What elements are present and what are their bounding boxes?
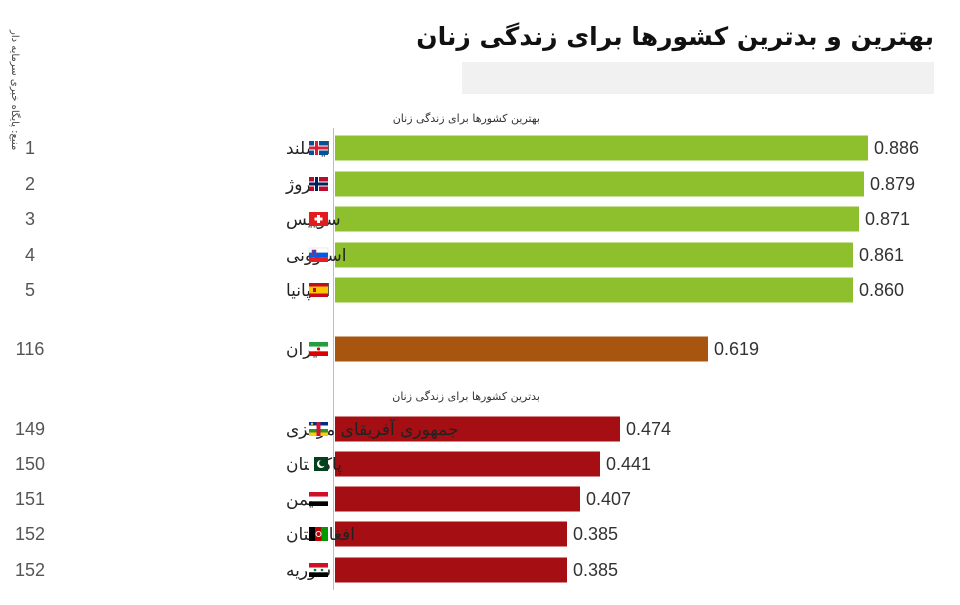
bar-car[interactable] bbox=[335, 416, 620, 442]
bar-switzerland[interactable] bbox=[335, 206, 859, 232]
bar-iceland[interactable] bbox=[335, 135, 868, 161]
country-label: جمهوری آفریقای مرکزی bbox=[286, 418, 459, 440]
chart-row-slovenia: 4اسلوونی0.861 bbox=[25, 242, 904, 268]
value-label: 0.474 bbox=[626, 419, 671, 439]
chart-row-iceland: 1 ایسلند 0.886 bbox=[25, 135, 919, 161]
switzerland-flag-icon bbox=[309, 212, 328, 226]
value-label: 0.407 bbox=[586, 489, 631, 509]
afghanistan-flag-icon bbox=[309, 527, 328, 541]
chart-row-yemen: 151 یمن 0.407 bbox=[15, 486, 631, 512]
iceland-flag-icon bbox=[309, 141, 328, 155]
rank-label: 2 bbox=[25, 174, 35, 194]
chart-row-spain: 5 اسپانیا 0.860 bbox=[25, 277, 904, 303]
slovenia-flag-icon bbox=[308, 247, 329, 262]
worst-section-label: بدترین کشورها برای زندگی زنان bbox=[392, 390, 540, 403]
chart-row-pakistan: 150پاکستان0.441 bbox=[15, 451, 651, 477]
bar-yemen[interactable] bbox=[335, 486, 580, 512]
rank-label: 152 bbox=[15, 524, 45, 544]
chart-row-iran: 116 ایران 0.619 bbox=[16, 336, 759, 362]
rank-label: 152 bbox=[15, 560, 45, 580]
chart-row-syria: 152 سوریه 0.385 bbox=[15, 557, 618, 583]
rank-label: 116 bbox=[16, 339, 45, 359]
value-label: 0.860 bbox=[859, 280, 904, 300]
bar-norway[interactable] bbox=[335, 171, 864, 197]
value-label: 0.385 bbox=[573, 560, 618, 580]
best-section-label: بهترین کشورها برای زندگی زنان bbox=[392, 112, 540, 125]
iran-flag-icon bbox=[309, 342, 328, 356]
value-label: 0.871 bbox=[865, 209, 910, 229]
source-credit: منبع: پایگاه خبری سرمایه دار bbox=[9, 29, 20, 150]
value-label: 0.879 bbox=[870, 174, 915, 194]
value-label: 0.619 bbox=[714, 339, 759, 359]
bar-syria[interactable] bbox=[335, 557, 567, 583]
chart-row-norway: 2 نروژ 0.879 bbox=[25, 171, 915, 197]
chart-row-afghanistan: 152افغانستان0.385 bbox=[15, 521, 618, 547]
chart-row-car: 149 جمهوری آفریقای مرکزی 0.474 bbox=[15, 416, 671, 442]
country-label: یمن bbox=[286, 490, 314, 510]
bar-spain[interactable] bbox=[335, 277, 853, 303]
value-label: 0.861 bbox=[859, 245, 904, 265]
rank-label: 3 bbox=[25, 209, 35, 229]
yemen-flag-icon bbox=[309, 492, 328, 506]
norway-flag-icon bbox=[309, 177, 328, 191]
rank-label: 149 bbox=[15, 419, 45, 439]
country-label: نروژ bbox=[285, 175, 317, 195]
pakistan-flag-icon bbox=[309, 457, 328, 471]
rank-label: 5 bbox=[25, 280, 35, 300]
bar-slovenia[interactable] bbox=[335, 242, 853, 268]
value-label: 0.385 bbox=[573, 524, 618, 544]
value-label: 0.886 bbox=[874, 138, 919, 158]
rank-label: 150 bbox=[15, 454, 45, 474]
bar-pakistan[interactable] bbox=[335, 451, 600, 477]
rank-label: 151 bbox=[15, 489, 45, 509]
spain-flag-icon bbox=[309, 283, 328, 297]
title-band bbox=[462, 62, 934, 94]
baseline-axis bbox=[333, 128, 334, 590]
chart-row-switzerland: 3سوییس0.871 bbox=[25, 206, 910, 232]
car-flag-icon bbox=[309, 422, 328, 436]
syria-flag-icon bbox=[309, 563, 328, 577]
value-label: 0.441 bbox=[606, 454, 651, 474]
chart-title: بهترین و بدترین کشورها برای زندگی زنان bbox=[416, 22, 934, 51]
rank-label: 4 bbox=[25, 245, 35, 265]
bar-afghanistan[interactable] bbox=[335, 521, 567, 547]
rank-label: 1 bbox=[25, 138, 35, 158]
bar-iran[interactable] bbox=[335, 336, 708, 362]
